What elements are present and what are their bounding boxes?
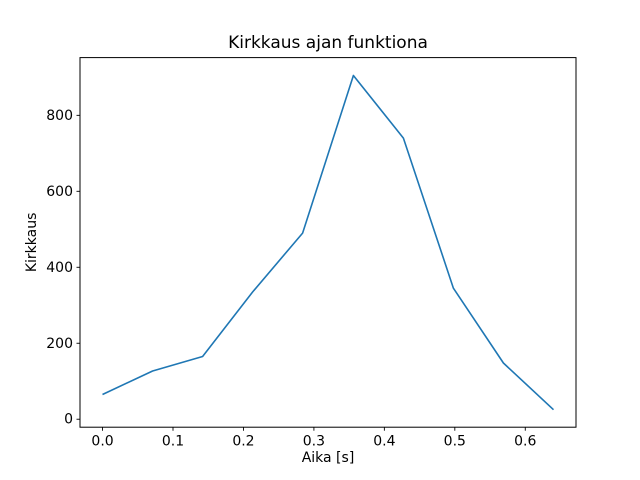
axis-tick-labels: 0.0 0.1 0.2 0.3 0.4 0.5 0.6 0 200 400 600 800	[46, 108, 536, 450]
y-tick-label: 0	[64, 412, 73, 428]
chart-title: Kirkkaus ajan funktiona	[228, 33, 428, 53]
x-tick-label: 0.4	[373, 434, 395, 450]
line-series	[102, 74, 555, 411]
x-tick-label: 0.6	[514, 434, 536, 450]
axes-spines	[79, 57, 577, 428]
x-tick-label: 0.2	[232, 434, 254, 450]
plot-area	[80, 57, 576, 428]
x-tick-label: 0.0	[91, 434, 113, 450]
x-tick-label: 0.1	[162, 434, 184, 450]
y-tick-label: 600	[46, 184, 73, 200]
x-tick-label: 0.3	[303, 434, 325, 450]
y-tick-label: 400	[46, 260, 73, 276]
y-tick-label: 200	[46, 336, 73, 352]
y-axis-label: Kirkkaus	[24, 213, 40, 273]
axis-ticks	[76, 114, 526, 431]
x-axis-label: Aika [s]	[302, 450, 355, 466]
y-tick-label: 800	[46, 108, 73, 124]
x-tick-label: 0.5	[444, 434, 466, 450]
